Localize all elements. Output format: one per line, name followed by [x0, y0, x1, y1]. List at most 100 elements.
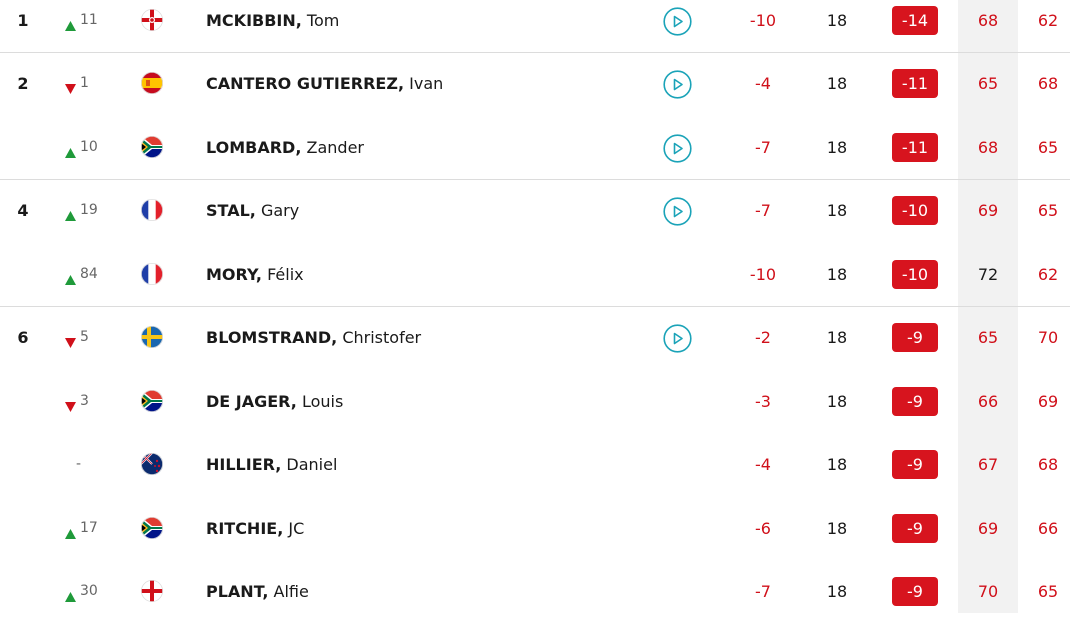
total-score: -11: [892, 69, 938, 98]
movement-arrow: [65, 16, 76, 35]
play-button[interactable]: [663, 133, 692, 167]
last-name: BLOMSTRAND,: [206, 328, 338, 347]
total-score: -10: [892, 196, 938, 225]
leaderboard-row: - HILLIER, Daniel -4 18 -9 67 68: [0, 433, 1070, 497]
player-name: MCKIBBIN, Tom: [206, 0, 339, 52]
total-score: -9: [892, 323, 938, 352]
position: 2: [17, 74, 29, 93]
player-name: HILLIER, Daniel: [206, 433, 337, 497]
round-1-score: 72: [977, 264, 999, 284]
today-score: -4: [755, 455, 771, 474]
flag: [140, 325, 164, 352]
player-name: BLOMSTRAND, Christofer: [206, 306, 421, 370]
row-divider: [0, 52, 1070, 53]
leaderboard-row: 10 LOMBARD, Zander -7 18 -11 68 65: [0, 116, 1070, 180]
movement: 19: [80, 202, 98, 218]
round-2-score: 70: [1037, 328, 1059, 347]
flag: [140, 452, 164, 479]
thru: 18: [826, 201, 848, 220]
round-2-score: 65: [1037, 582, 1059, 601]
play-button[interactable]: [663, 197, 692, 230]
total-score: -9: [892, 513, 938, 543]
player-name: CANTERO GUTIERREZ, Ivan: [206, 52, 443, 116]
today-score: -10: [749, 10, 777, 30]
last-name: DE JAGER,: [206, 391, 297, 411]
today-score: -6: [755, 518, 771, 538]
last-name: MCKIBBIN,: [206, 10, 302, 30]
player-name: STAL, Gary: [206, 179, 299, 243]
player-name: PLANT, Alfie: [206, 560, 309, 624]
leaderboard-row: 84 MORY, Félix -10 18 -10 72 62: [0, 243, 1070, 307]
movement-arrow: [65, 587, 76, 606]
movement-arrow: [65, 524, 76, 543]
leaderboard-row: 4 19 STAL, Gary -7 18 -10 69 65: [0, 179, 1070, 243]
last-name: RITCHIE,: [206, 518, 284, 538]
leaderboard-row: 17 RITCHIE, JC -6 18 -9 69 66: [0, 497, 1070, 561]
thru: 18: [826, 137, 848, 157]
flag: [140, 198, 164, 225]
movement-arrow: [65, 270, 76, 289]
round-2-score: 62: [1037, 10, 1059, 30]
round-2-score: 66: [1037, 518, 1059, 538]
position: 6: [17, 328, 29, 347]
last-name: STAL,: [206, 201, 256, 220]
position: 4: [17, 201, 29, 220]
flag: [140, 579, 164, 606]
movement: 17: [80, 519, 98, 536]
round-1-score: 66: [977, 391, 999, 411]
movement: 3: [80, 392, 89, 409]
row-divider: [0, 306, 1070, 307]
movement-arrow: [65, 79, 76, 98]
first-name: Louis: [301, 391, 344, 411]
flag: [140, 389, 164, 416]
leaderboard-row: 30 PLANT, Alfie -7 18 -9 70 65: [0, 560, 1070, 624]
movement: 84: [80, 265, 98, 282]
round-2-score: 69: [1037, 391, 1059, 411]
first-name: Félix: [267, 264, 304, 284]
leaderboard-row: 6 5 BLOMSTRAND, Christofer -2 18 -9 65 70: [0, 306, 1070, 370]
total-score: -9: [892, 386, 938, 416]
today-score: -3: [755, 391, 771, 411]
first-name: Gary: [260, 201, 300, 220]
round-1-score: 68: [977, 10, 999, 30]
first-name: JC: [288, 518, 305, 538]
movement-arrow: [65, 333, 76, 352]
round-2-score: 65: [1037, 137, 1059, 157]
last-name: HILLIER,: [206, 455, 282, 474]
first-name: Ivan: [409, 74, 444, 93]
play-button[interactable]: [663, 324, 692, 357]
flag: [140, 8, 164, 35]
thru: 18: [826, 582, 848, 601]
movement: 10: [80, 138, 98, 155]
last-name: CANTERO GUTIERREZ,: [206, 74, 405, 93]
leaderboard-row: 1 11 MCKIBBIN, Tom -10 18 -14 68 62: [0, 0, 1070, 52]
thru: 18: [826, 264, 848, 284]
play-button[interactable]: [663, 6, 692, 40]
total-score: -11: [892, 132, 938, 162]
total-score: -9: [892, 577, 938, 606]
total-score: -9: [892, 450, 938, 479]
first-name: Tom: [306, 10, 340, 30]
total-score: -14: [892, 5, 938, 35]
movement: -: [76, 456, 82, 472]
movement: 1: [80, 75, 89, 91]
first-name: Alfie: [273, 582, 309, 601]
round-1-score: 70: [977, 582, 999, 601]
today-score: -7: [755, 201, 771, 220]
player-name: DE JAGER, Louis: [206, 370, 343, 434]
round-1-score: 65: [977, 74, 999, 93]
total-score: -10: [892, 259, 938, 289]
last-name: LOMBARD,: [206, 137, 302, 157]
today-score: -2: [755, 328, 771, 347]
thru: 18: [826, 74, 848, 93]
flag: [140, 262, 164, 289]
round-2-score: 68: [1037, 455, 1059, 474]
position: 1: [17, 10, 29, 30]
thru: 18: [826, 518, 848, 538]
first-name: Daniel: [286, 455, 338, 474]
movement: 5: [80, 329, 89, 345]
play-button[interactable]: [663, 70, 692, 103]
flag: [140, 71, 164, 98]
movement: 11: [80, 11, 98, 28]
round-2-score: 65: [1037, 201, 1059, 220]
